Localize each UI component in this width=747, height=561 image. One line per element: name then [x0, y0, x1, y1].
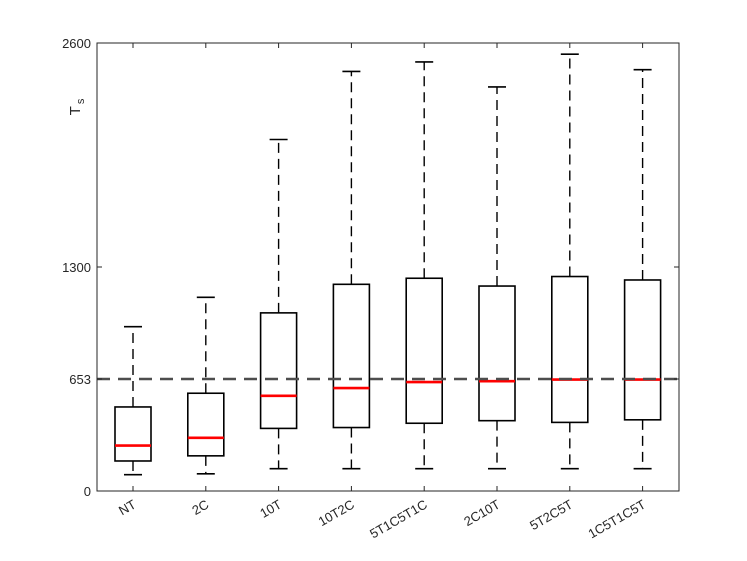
x-tick-label: 5T2C5T — [527, 497, 575, 533]
box-2c — [187, 296, 225, 475]
y-axis-label-subscript: s — [75, 98, 87, 104]
y-tick-label: 653 — [69, 372, 91, 387]
box-10t2c — [332, 70, 371, 470]
y-axis-label: Ts — [67, 98, 87, 115]
y-tick-label: 0 — [84, 484, 91, 499]
box-5t1c5t1c — [405, 61, 444, 470]
x-tick-label: 5T1C5T1C — [367, 497, 430, 542]
y-tick-label: 2600 — [62, 36, 91, 51]
box-iqr — [259, 312, 298, 430]
y-axis: 0 653 1300 2600 — [62, 36, 679, 499]
box-iqr — [550, 275, 589, 424]
box-iqr — [114, 406, 152, 462]
box-iqr — [187, 392, 225, 457]
x-tick-label: NT — [116, 497, 139, 519]
x-tick-label: 10T2C — [316, 497, 357, 530]
y-axis-label-main: T — [67, 106, 84, 115]
box-iqr — [332, 283, 371, 429]
x-tick-label: 1C5T1C5T — [586, 497, 649, 542]
box-10t — [259, 138, 298, 470]
box-iqr — [405, 277, 444, 425]
x-tick-label: 2C — [189, 497, 211, 518]
x-tick-label: 10T — [257, 497, 284, 521]
y-tick-label: 1300 — [62, 260, 91, 275]
plot-area — [97, 43, 679, 491]
box-iqr — [478, 285, 516, 422]
box-iqr — [623, 279, 662, 421]
x-tick-label: 2C10T — [461, 497, 502, 530]
box-2c10t — [478, 86, 516, 470]
box-nt — [114, 325, 152, 476]
